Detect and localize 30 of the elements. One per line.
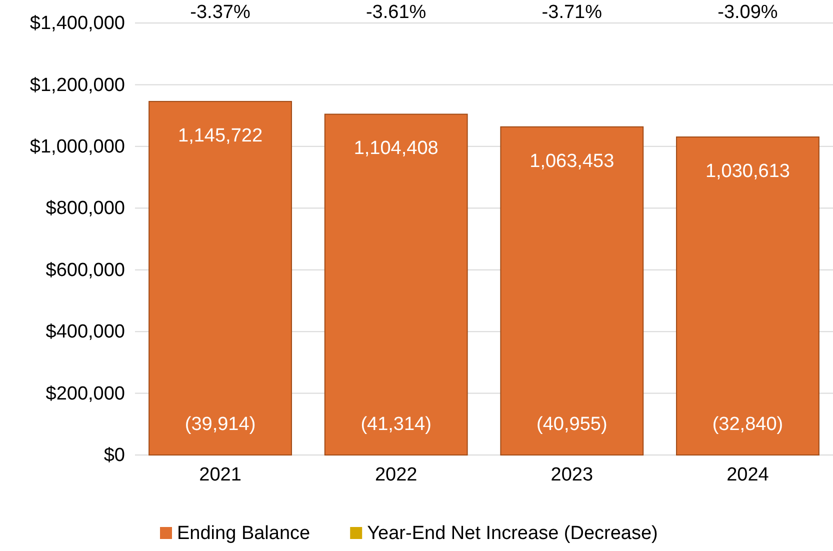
annotation: (40,955) bbox=[536, 414, 608, 435]
y-tick-label: $600,000 bbox=[46, 260, 125, 281]
x-tick-label: 2023 bbox=[550, 464, 594, 486]
annotation: (32,840) bbox=[712, 414, 784, 435]
bar bbox=[676, 136, 820, 456]
text: -3.61% bbox=[366, 2, 426, 23]
y-tick-label: $0 bbox=[104, 445, 125, 466]
bar bbox=[148, 100, 292, 456]
x-tick-label: 2022 bbox=[374, 464, 418, 486]
data-label: 1,063,453 bbox=[530, 150, 614, 172]
y-tick-label: $1,400,000 bbox=[30, 13, 125, 34]
y-tick-label: $200,000 bbox=[46, 383, 125, 404]
bar bbox=[500, 126, 644, 456]
text: -3.71% bbox=[542, 2, 602, 23]
annotation: (39,914) bbox=[184, 414, 256, 435]
legend-entry: Year-End Net Increase (Decrease) bbox=[350, 523, 658, 544]
x-tick-label: 2024 bbox=[726, 464, 770, 486]
text: -3.37% bbox=[190, 2, 250, 23]
bar bbox=[324, 114, 468, 456]
data-label: 1,104,408 bbox=[354, 138, 438, 160]
legend-entry: Ending Balance bbox=[160, 523, 310, 544]
text: -3.09% bbox=[718, 2, 778, 23]
y-tick-label: $800,000 bbox=[46, 198, 125, 220]
annotation: (41,314) bbox=[360, 414, 432, 435]
x-tick-label: 2021 bbox=[199, 464, 242, 486]
y-tick-label: $1,000,000 bbox=[30, 136, 125, 158]
data-label: 1,030,613 bbox=[705, 160, 790, 182]
data-label: 1,145,722 bbox=[178, 125, 263, 146]
y-tick-label: $1,200,000 bbox=[30, 74, 125, 96]
y-tick-label: $400,000 bbox=[46, 322, 125, 343]
